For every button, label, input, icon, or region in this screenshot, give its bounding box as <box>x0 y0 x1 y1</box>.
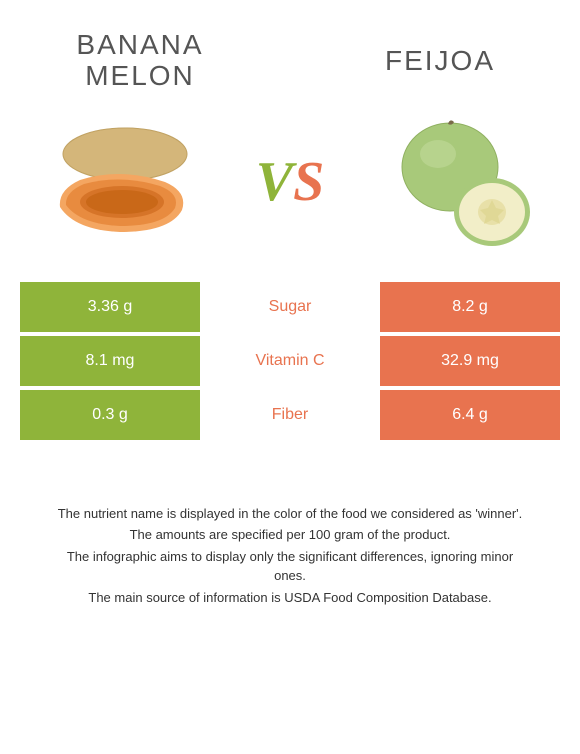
left-value: 3.36 g <box>20 282 200 332</box>
right-value: 32.9 mg <box>380 336 560 386</box>
left-value: 0.3 g <box>20 390 200 440</box>
vs-s-letter: S <box>293 151 324 213</box>
footer-line: The nutrient name is displayed in the co… <box>50 504 530 524</box>
header: BANANA MELON FEIJOA <box>0 0 580 92</box>
right-food-title: FEIJOA <box>340 30 540 77</box>
images-row: VS <box>0 92 580 282</box>
left-value: 8.1 mg <box>20 336 200 386</box>
nutrient-label: Sugar <box>200 282 380 332</box>
table-row: 3.36 g Sugar 8.2 g <box>20 282 560 332</box>
right-value: 8.2 g <box>380 282 560 332</box>
table-row: 0.3 g Fiber 6.4 g <box>20 390 560 440</box>
left-food-title: BANANA MELON <box>40 30 240 92</box>
vs-v-letter: V <box>256 151 293 213</box>
right-food-image <box>380 112 540 252</box>
left-food-image <box>40 112 200 252</box>
nutrient-label: Vitamin C <box>200 336 380 386</box>
footer-line: The main source of information is USDA F… <box>50 588 530 608</box>
footer-line: The amounts are specified per 100 gram o… <box>50 525 530 545</box>
footer-line: The infographic aims to display only the… <box>50 547 530 586</box>
right-value: 6.4 g <box>380 390 560 440</box>
nutrient-label: Fiber <box>200 390 380 440</box>
comparison-table: 3.36 g Sugar 8.2 g 8.1 mg Vitamin C 32.9… <box>20 282 560 440</box>
vs-badge: VS <box>256 150 325 214</box>
table-row: 8.1 mg Vitamin C 32.9 mg <box>20 336 560 386</box>
footer-notes: The nutrient name is displayed in the co… <box>0 444 580 608</box>
